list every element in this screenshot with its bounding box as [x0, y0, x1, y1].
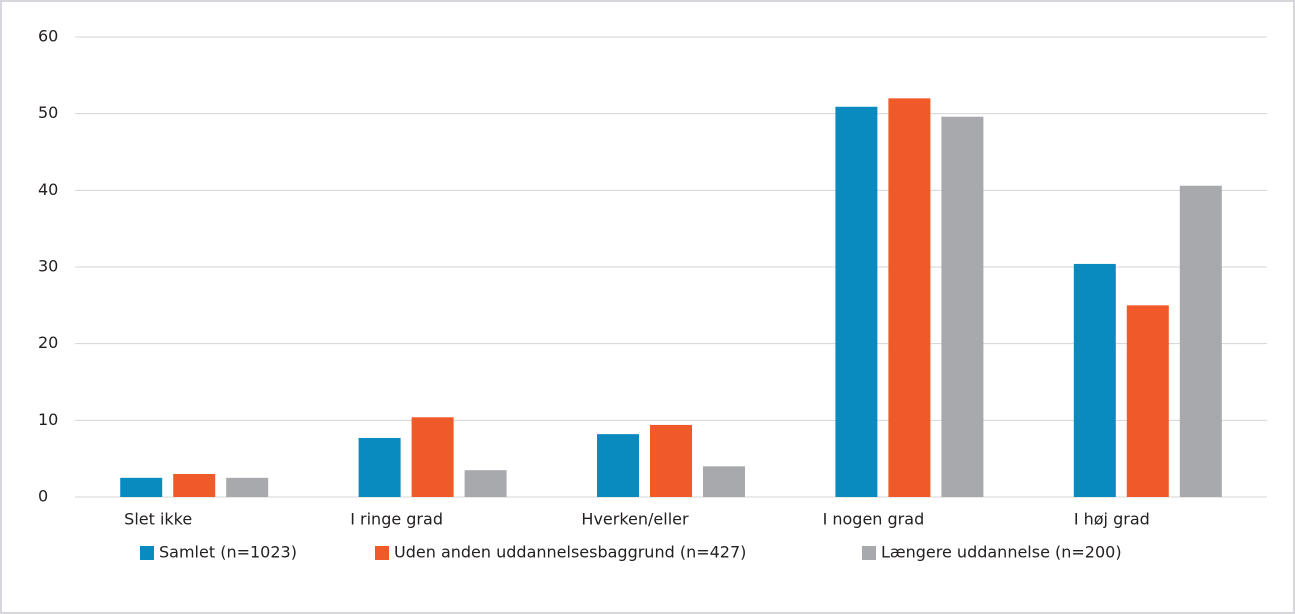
- bar: [650, 424, 692, 497]
- y-tick-label: 20: [38, 333, 58, 352]
- legend-label: Længere uddannelse (n=200): [881, 543, 1122, 562]
- bar: [1179, 185, 1222, 497]
- legend-swatch: [375, 546, 389, 560]
- y-tick-label: 40: [38, 180, 58, 199]
- x-tick-label: I høj grad: [1074, 510, 1150, 529]
- y-tick-label: 60: [38, 27, 58, 46]
- legend-label: Samlet (n=1023): [159, 543, 297, 562]
- bar: [888, 98, 931, 497]
- y-tick-label: 30: [38, 257, 58, 276]
- bar: [358, 437, 401, 497]
- x-tick-label: Slet ikke: [124, 510, 192, 529]
- bar: [120, 477, 163, 497]
- legend-swatch: [140, 546, 154, 560]
- y-tick-label: 50: [38, 103, 58, 122]
- x-tick-label: I ringe grad: [350, 510, 443, 529]
- bar: [173, 474, 216, 497]
- legend-swatch: [862, 546, 876, 560]
- bar: [226, 477, 269, 497]
- bar: [411, 417, 454, 497]
- bar: [464, 470, 507, 497]
- y-tick-label: 0: [38, 487, 48, 506]
- bar: [1126, 305, 1169, 497]
- bar: [941, 116, 984, 497]
- bar: [703, 466, 745, 497]
- legend-label: Uden anden uddannelsesbaggrund (n=427): [394, 543, 746, 562]
- bar: [597, 434, 639, 497]
- bar: [1073, 263, 1116, 497]
- y-tick-label: 10: [38, 410, 58, 429]
- bar: [835, 106, 878, 498]
- x-tick-label: I nogen grad: [823, 510, 925, 529]
- x-tick-label: Hverken/eller: [581, 510, 689, 529]
